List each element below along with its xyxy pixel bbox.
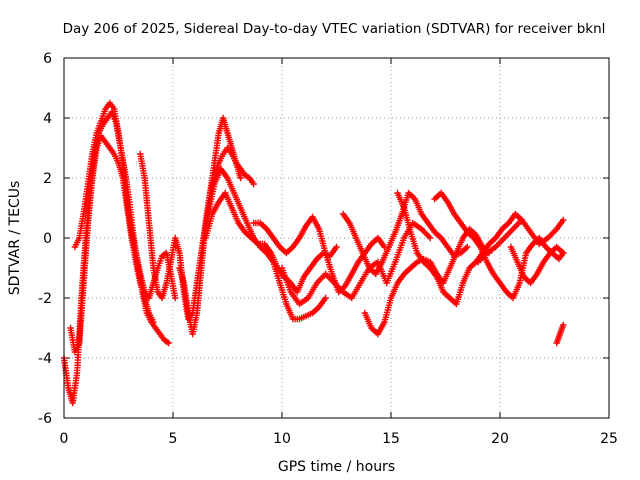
y-tick-label: 4 [43,111,52,127]
y-tick-label: 2 [43,171,52,187]
data-point [150,318,157,326]
data-point [237,174,244,182]
y-tick-label: -2 [38,291,52,307]
plot-frame [63,57,610,419]
series-track-15 [507,243,567,287]
x-tick-label: 20 [491,431,509,447]
tick-labels: 0 5 10 15 20 25 -6 -4 -2 0 2 4 6 [38,51,618,447]
y-tick-label: -4 [38,351,52,367]
data-point [427,234,434,242]
x-tick-label: 10 [273,431,291,447]
x-tick-label: 0 [60,431,69,447]
series-track-13 [431,189,567,302]
chart-title: Day 206 of 2025, Sidereal Day-to-day VTE… [63,21,606,37]
data-point [171,294,179,302]
data-point [560,249,567,257]
x-tick-label: 25 [600,431,618,447]
x-tick-label: 5 [169,431,178,447]
x-tick-label: 15 [382,431,400,447]
data-point [560,321,567,329]
y-tick-label: -6 [38,411,52,427]
data-points [60,99,567,407]
data-point [165,339,172,347]
data-point [464,243,471,251]
series-track-7 [202,189,340,296]
series-track-14 [475,216,567,266]
data-point [333,243,340,251]
data-point [560,216,567,224]
y-axis-label: SDTVAR / TECUs [7,181,23,296]
data-point [322,294,329,302]
y-tick-label: 0 [43,231,52,247]
series-track-16 [553,321,567,347]
series-track-9 [278,219,434,308]
data-point [250,180,257,188]
x-axis-label: GPS time / hours [278,459,395,475]
y-tick-label: 6 [43,51,52,67]
grid-lines [64,58,609,418]
